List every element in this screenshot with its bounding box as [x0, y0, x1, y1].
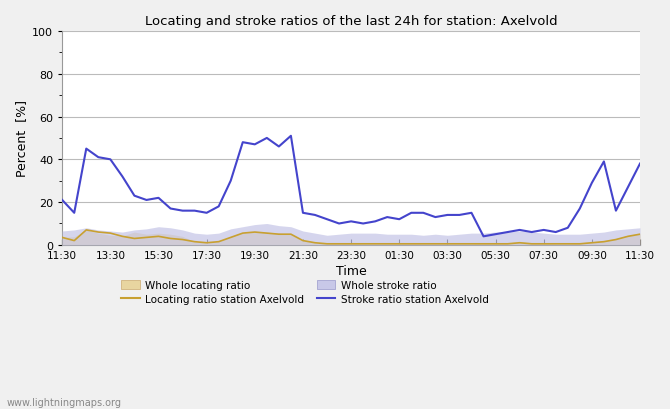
- X-axis label: Time: Time: [336, 264, 366, 277]
- Text: www.lightningmaps.org: www.lightningmaps.org: [7, 397, 122, 407]
- Legend: Whole locating ratio, Locating ratio station Axelvold, Whole stroke ratio, Strok: Whole locating ratio, Locating ratio sta…: [117, 276, 492, 308]
- Y-axis label: Percent  [%]: Percent [%]: [15, 100, 28, 177]
- Title: Locating and stroke ratios of the last 24h for station: Axelvold: Locating and stroke ratios of the last 2…: [145, 15, 557, 28]
